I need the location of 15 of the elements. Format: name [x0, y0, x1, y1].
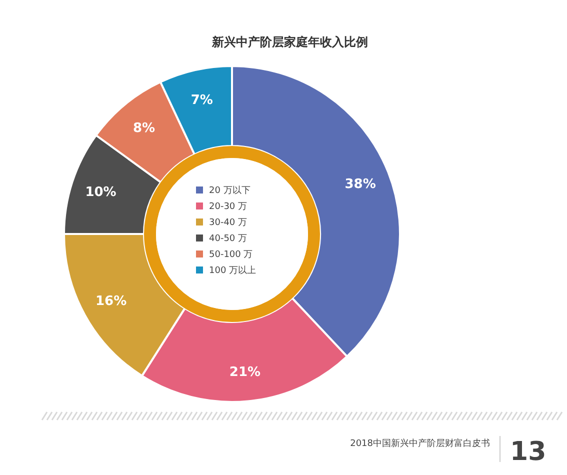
text: 13: [510, 437, 546, 467]
data-label: 7%: [190, 92, 213, 108]
legend-label: 20-30 万: [209, 202, 248, 212]
legend-label: 20 万以下: [209, 185, 250, 196]
data-label: 10%: [85, 184, 116, 200]
legend-label: 30-40 万: [209, 218, 248, 228]
legend-label: 100 万以上: [209, 265, 256, 276]
legend-label: 40-50 万: [209, 234, 248, 244]
data-label: 38%: [344, 176, 376, 192]
data-label: 16%: [96, 294, 127, 310]
chart-title: 新兴中产阶层家庭年收入比例: [211, 35, 368, 49]
data-label: 8%: [132, 121, 156, 136]
legend-label: 50-100 万: [209, 250, 253, 260]
text: 2018中国新兴中产阶层财富白皮书: [350, 438, 490, 449]
data-label: 21%: [229, 364, 261, 380]
